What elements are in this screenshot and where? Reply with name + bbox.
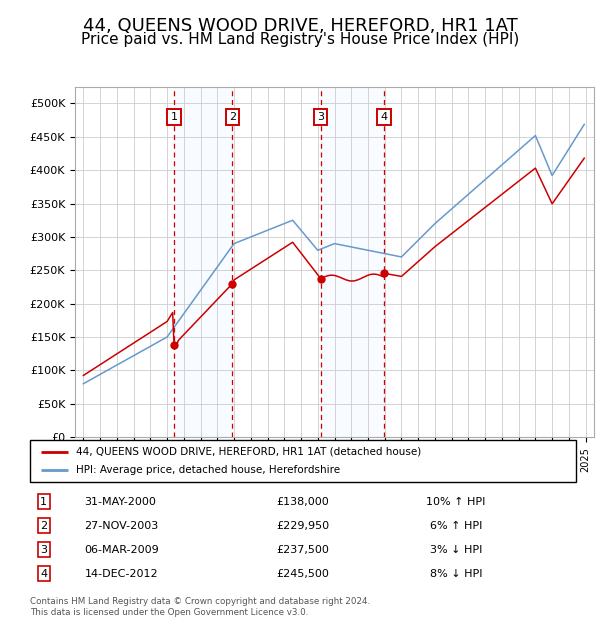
Text: Price paid vs. HM Land Registry's House Price Index (HPI): Price paid vs. HM Land Registry's House … <box>81 32 519 47</box>
Text: 06-MAR-2009: 06-MAR-2009 <box>85 545 160 555</box>
FancyBboxPatch shape <box>30 440 576 482</box>
Text: 4: 4 <box>380 112 388 122</box>
Text: 2: 2 <box>40 521 47 531</box>
Text: 1: 1 <box>40 497 47 507</box>
Text: £229,950: £229,950 <box>277 521 329 531</box>
Text: £237,500: £237,500 <box>277 545 329 555</box>
Text: HPI: Average price, detached house, Herefordshire: HPI: Average price, detached house, Here… <box>76 465 341 475</box>
Text: 27-NOV-2003: 27-NOV-2003 <box>85 521 159 531</box>
Text: 4: 4 <box>40 569 47 578</box>
Text: 10% ↑ HPI: 10% ↑ HPI <box>426 497 485 507</box>
Text: 44, QUEENS WOOD DRIVE, HEREFORD, HR1 1AT (detached house): 44, QUEENS WOOD DRIVE, HEREFORD, HR1 1AT… <box>76 446 422 456</box>
Text: £245,500: £245,500 <box>277 569 329 578</box>
Text: 3: 3 <box>317 112 324 122</box>
Bar <box>321 87 384 437</box>
Text: Contains HM Land Registry data © Crown copyright and database right 2024.
This d: Contains HM Land Registry data © Crown c… <box>30 598 370 617</box>
Text: 44, QUEENS WOOD DRIVE, HEREFORD, HR1 1AT: 44, QUEENS WOOD DRIVE, HEREFORD, HR1 1AT <box>83 17 517 35</box>
Text: 31-MAY-2000: 31-MAY-2000 <box>85 497 157 507</box>
Bar <box>174 87 232 437</box>
Text: 8% ↓ HPI: 8% ↓ HPI <box>430 569 482 578</box>
Text: 1: 1 <box>170 112 178 122</box>
Text: 6% ↑ HPI: 6% ↑ HPI <box>430 521 482 531</box>
Text: 3: 3 <box>40 545 47 555</box>
Text: £138,000: £138,000 <box>277 497 329 507</box>
Text: 14-DEC-2012: 14-DEC-2012 <box>85 569 158 578</box>
Text: 3% ↓ HPI: 3% ↓ HPI <box>430 545 482 555</box>
Text: 2: 2 <box>229 112 236 122</box>
